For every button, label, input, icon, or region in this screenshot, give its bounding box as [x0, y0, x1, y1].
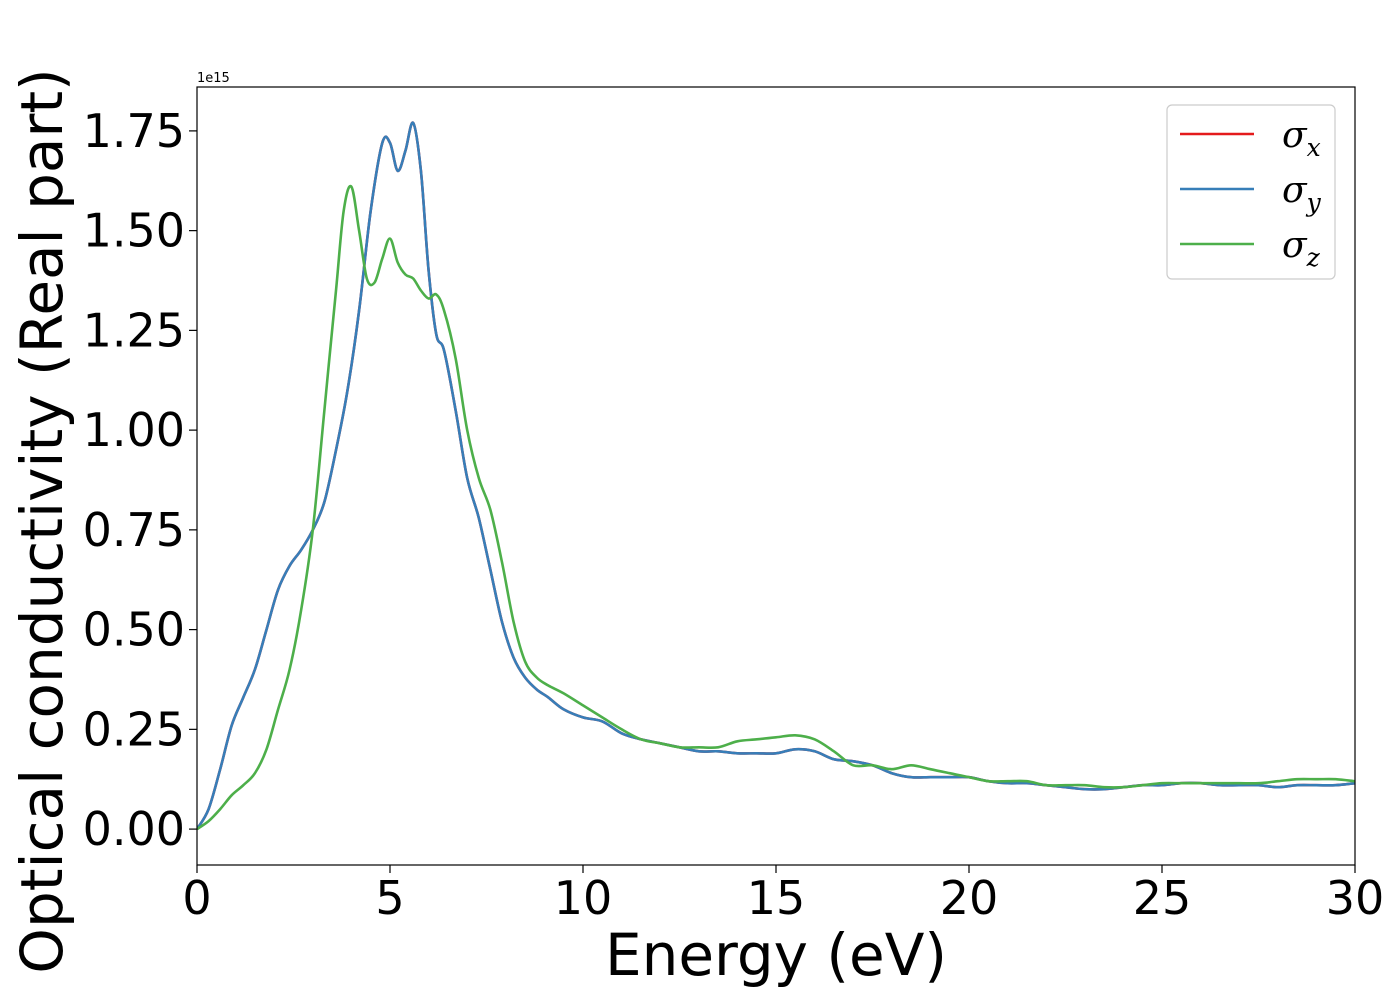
y-tick-label: 0.00 — [83, 802, 185, 856]
x-axis-ticks: 0 5 10 15 20 25 30 — [182, 865, 1384, 925]
x-tick-label: 30 — [1326, 871, 1385, 925]
series-line-y — [197, 121, 1355, 830]
plot-area — [197, 87, 1355, 865]
y-tick-label: 1.75 — [83, 104, 185, 158]
y-tick-label: 0.75 — [83, 503, 185, 557]
legend-item: σz — [1180, 225, 1321, 272]
series-layer — [197, 121, 1355, 831]
y-tick-label: 1.00 — [83, 403, 185, 457]
legend-box — [1166, 104, 1336, 280]
x-tick-label: 0 — [182, 871, 211, 925]
y-axis-label: Optical conductivity (Real part) — [8, 68, 76, 973]
y-axis-ticks: 0.00 0.25 0.50 0.75 1.00 1.25 1.50 1.75 — [83, 104, 197, 856]
x-tick-label: 10 — [554, 871, 613, 925]
x-tick-label: 5 — [375, 871, 404, 925]
legend-item: σy — [1180, 170, 1322, 217]
x-axis-label: Energy (eV) — [605, 921, 947, 989]
y-tick-label: 0.25 — [83, 702, 185, 756]
legend-label: σy — [1282, 170, 1322, 217]
x-tick-label: 25 — [1133, 871, 1192, 925]
legend: σx σy σz — [1166, 104, 1336, 280]
x-tick-label: 20 — [940, 871, 999, 925]
series-line-z — [197, 184, 1355, 831]
legend-label: σz — [1282, 225, 1321, 272]
legend-label: σx — [1282, 115, 1321, 162]
y-tick-label: 1.50 — [83, 204, 185, 258]
y-axis-offset-label: 1e15 — [197, 71, 230, 86]
y-tick-label: 1.25 — [83, 303, 185, 357]
legend-item: σx — [1180, 115, 1321, 162]
x-tick-label: 15 — [747, 871, 806, 925]
y-tick-label: 0.50 — [83, 603, 185, 657]
